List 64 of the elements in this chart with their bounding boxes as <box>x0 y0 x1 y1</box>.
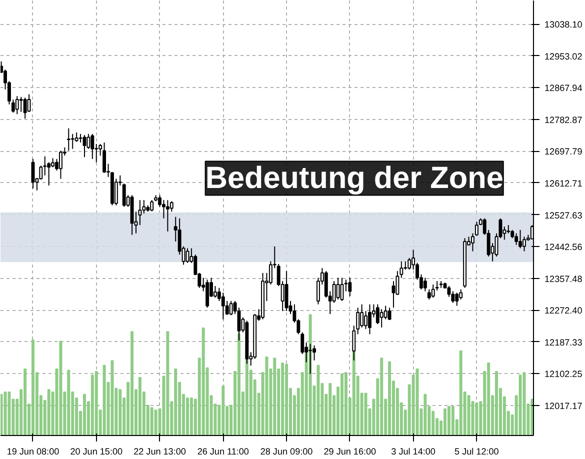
x-tick-label: 22 Jun 13:00 <box>134 446 186 456</box>
candlestick <box>66 128 70 152</box>
candlestick <box>332 280 336 304</box>
candlestick <box>376 304 380 325</box>
candlestick <box>427 288 431 300</box>
y-tick-label: 12442.56 <box>544 242 582 252</box>
y-tick-label: 12272.40 <box>544 306 582 316</box>
candlestick <box>27 94 31 112</box>
y-tick-label: 12612.71 <box>544 178 582 188</box>
candlestick <box>90 133 94 160</box>
candlestick <box>368 304 372 335</box>
candlestick <box>380 308 384 328</box>
x-tick-label: 5 Jul 12:00 <box>454 446 499 456</box>
y-tick-label: 13038.10 <box>544 20 582 30</box>
candlestick <box>213 286 217 298</box>
candlestick <box>150 200 154 212</box>
candlestick <box>471 232 474 252</box>
candlestick <box>284 270 288 312</box>
y-tick-label: 12953.02 <box>544 51 582 62</box>
candlestick <box>360 304 364 328</box>
candlestick <box>19 96 23 112</box>
candlestick <box>102 142 106 174</box>
x-tick-label: 20 Jun 15:00 <box>70 446 123 456</box>
y-tick-label: 12102.25 <box>544 369 582 380</box>
candlestick <box>23 97 27 120</box>
y-tick-label: 12357.48 <box>544 274 582 284</box>
candlestick <box>384 305 388 320</box>
candlestick <box>388 307 392 321</box>
candlestick <box>514 232 518 246</box>
candlestick <box>336 277 340 300</box>
candlestick <box>474 221 478 236</box>
y-tick-label: 12782.87 <box>544 114 582 125</box>
candlestick <box>221 292 225 320</box>
candlestick <box>423 277 427 292</box>
candlestick <box>225 300 229 316</box>
x-tick-label: 26 Jun 11:00 <box>197 446 249 456</box>
candlestick <box>300 332 304 355</box>
candlestick <box>122 183 126 208</box>
candlestick <box>229 300 233 316</box>
y-tick-label: 12867.94 <box>544 83 582 94</box>
candlestick <box>431 284 435 298</box>
candlestick <box>308 343 312 374</box>
x-tick-label: 29 Jun 16:00 <box>324 446 376 456</box>
candlestick <box>408 257 412 270</box>
candlestick <box>15 96 19 115</box>
candlestick <box>447 286 451 298</box>
x-tick-label: 28 Jun 09:00 <box>260 446 313 456</box>
candlestick <box>166 200 170 232</box>
candlestick <box>455 292 459 306</box>
candlestick <box>74 132 78 142</box>
candlestick <box>364 310 368 330</box>
candlestick <box>170 200 174 212</box>
candlestick <box>206 279 210 308</box>
y-tick-label: 12527.63 <box>544 210 582 220</box>
candlestick <box>518 229 522 249</box>
candlestick <box>43 156 47 176</box>
y-tick-label: 12187.33 <box>544 337 582 348</box>
y-tick-label: 12697.79 <box>544 146 582 157</box>
candlestick <box>348 277 352 297</box>
annotation: Bedeutung der Zone <box>205 161 504 196</box>
x-tick-label: 3 Jul 14:00 <box>391 446 436 456</box>
y-tick-label: 12017.17 <box>544 401 582 412</box>
x-tick-label: 19 Jun 08:00 <box>6 446 60 456</box>
candlestick <box>58 150 62 180</box>
